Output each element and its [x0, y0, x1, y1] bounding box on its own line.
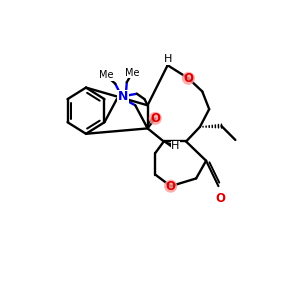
Text: H: H	[164, 54, 172, 64]
Polygon shape	[164, 142, 174, 148]
Circle shape	[164, 180, 177, 193]
Circle shape	[149, 112, 162, 125]
Text: N: N	[118, 90, 128, 103]
Text: O: O	[150, 112, 160, 125]
Text: Me: Me	[125, 68, 140, 78]
Text: O: O	[183, 72, 194, 85]
Text: O: O	[215, 192, 225, 205]
Text: Me: Me	[99, 70, 113, 80]
Polygon shape	[167, 59, 169, 65]
Text: O: O	[166, 180, 176, 193]
Circle shape	[182, 72, 195, 85]
Text: H: H	[171, 141, 179, 151]
